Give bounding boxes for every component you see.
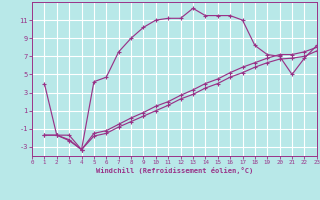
X-axis label: Windchill (Refroidissement éolien,°C): Windchill (Refroidissement éolien,°C): [96, 167, 253, 174]
